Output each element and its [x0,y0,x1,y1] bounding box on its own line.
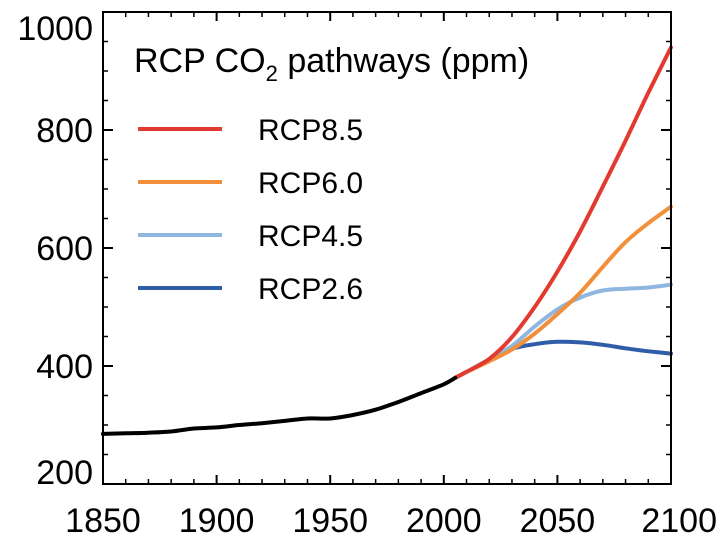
series-line-rcp8-5 [453,45,673,380]
x-tick-label: 2000 [406,502,482,536]
x-tick-label: 1900 [179,502,255,536]
y-tick-label: 200 [36,454,93,492]
legend-label: RCP4.5 [258,220,363,253]
x-tick-label: 2100 [641,502,717,536]
y-tick-label: 800 [36,112,93,150]
title-subscript: 2 [266,61,278,86]
legend-entry: RCP8.5 [138,114,363,147]
axes-layer: 1850 1900 1950 2000 2050 2100 200 400 600 800 1000 [17,10,717,536]
legend-label: RCP2.6 [258,273,363,306]
title-prefix: RCP CO [134,42,266,80]
y-tick-label: 1000 [17,10,93,48]
y-tick-label: 600 [36,230,93,268]
x-tick-label: 1850 [65,502,141,536]
legend-entry: RCP4.5 [138,220,363,253]
legend: RCP8.5 RCP6.0 RCP4.5 RCP2.6 [138,114,363,306]
x-tick-label: 2050 [520,502,596,536]
x-tick-label: 1950 [292,502,368,536]
chart-title: RCP CO2 pathways (ppm) [134,42,529,86]
legend-entry: RCP2.6 [138,273,363,306]
title-suffix: pathways (ppm) [278,42,529,80]
curves-layer [101,45,673,436]
legend-label: RCP8.5 [258,114,363,147]
legend-label: RCP6.0 [258,167,363,200]
historical-line [101,375,458,436]
legend-entry: RCP6.0 [138,167,363,200]
y-tick-label: 400 [36,348,93,386]
